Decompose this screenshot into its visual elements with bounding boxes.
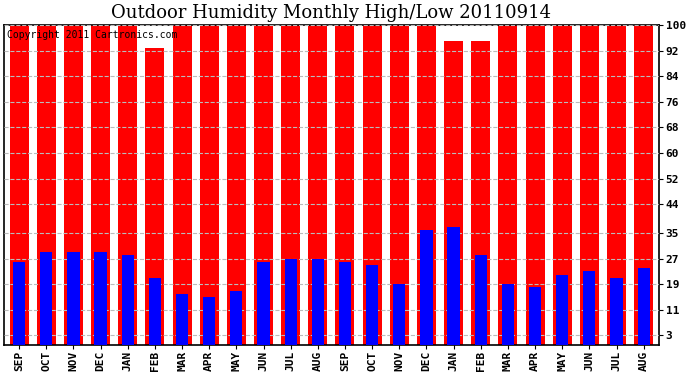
- Bar: [308, 25, 327, 345]
- Bar: [37, 25, 56, 345]
- Bar: [366, 265, 378, 345]
- Bar: [281, 25, 300, 345]
- Bar: [417, 25, 436, 345]
- Bar: [339, 262, 351, 345]
- Bar: [95, 252, 107, 345]
- Bar: [40, 252, 52, 345]
- Bar: [444, 41, 463, 345]
- Bar: [257, 262, 270, 345]
- Bar: [556, 274, 569, 345]
- Bar: [284, 259, 297, 345]
- Bar: [634, 25, 653, 345]
- Bar: [199, 25, 219, 345]
- Bar: [121, 255, 134, 345]
- Bar: [475, 255, 487, 345]
- Bar: [91, 25, 110, 345]
- Bar: [68, 252, 79, 345]
- Bar: [420, 230, 433, 345]
- Bar: [553, 25, 572, 345]
- Bar: [526, 25, 544, 345]
- Bar: [312, 259, 324, 345]
- Bar: [363, 25, 382, 345]
- Text: Copyright 2011 Cartronics.com: Copyright 2011 Cartronics.com: [8, 30, 178, 40]
- Bar: [149, 278, 161, 345]
- Bar: [335, 25, 355, 345]
- Bar: [390, 25, 408, 345]
- Bar: [172, 25, 192, 345]
- Bar: [502, 284, 514, 345]
- Bar: [471, 41, 491, 345]
- Bar: [529, 288, 541, 345]
- Bar: [227, 25, 246, 345]
- Bar: [580, 25, 599, 345]
- Bar: [254, 25, 273, 345]
- Bar: [118, 25, 137, 345]
- Bar: [448, 226, 460, 345]
- Bar: [146, 48, 164, 345]
- Bar: [498, 25, 518, 345]
- Bar: [203, 297, 215, 345]
- Bar: [176, 294, 188, 345]
- Title: Outdoor Humidity Monthly High/Low 20110914: Outdoor Humidity Monthly High/Low 201109…: [111, 4, 551, 22]
- Bar: [13, 262, 26, 345]
- Bar: [638, 268, 650, 345]
- Bar: [393, 284, 406, 345]
- Bar: [583, 272, 595, 345]
- Bar: [10, 25, 28, 345]
- Bar: [64, 25, 83, 345]
- Bar: [611, 278, 622, 345]
- Bar: [230, 291, 242, 345]
- Bar: [607, 25, 626, 345]
